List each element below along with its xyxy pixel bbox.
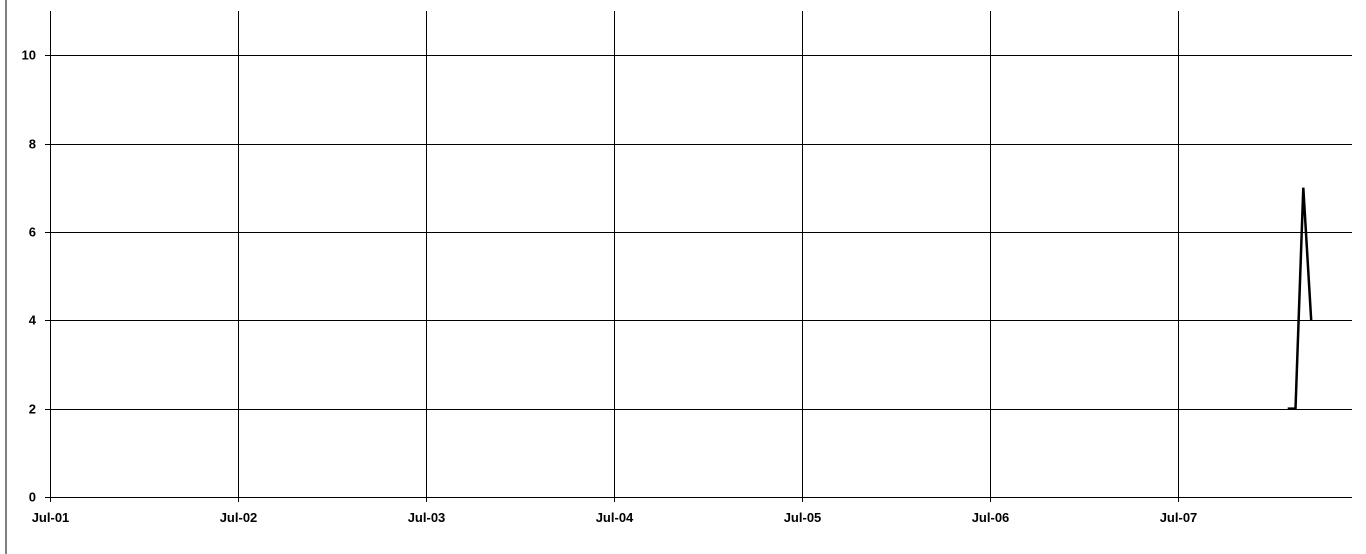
y-tick-label: 0 [29, 490, 36, 505]
x-tick-label: Jul-04 [596, 510, 634, 525]
x-tick-label: Jul-05 [784, 510, 822, 525]
x-tick-label: Jul-01 [32, 510, 70, 525]
x-tick-label: Jul-06 [972, 510, 1010, 525]
axes [5, 0, 1352, 554]
x-tick-label: Jul-03 [408, 510, 446, 525]
y-tick-label: 4 [29, 313, 37, 328]
series-layer [1287, 187, 1313, 410]
y-tick-label: 6 [29, 225, 36, 240]
x-tick-label: Jul-07 [1160, 510, 1198, 525]
series-line [1287, 187, 1313, 410]
y-tick-label: 10 [22, 48, 36, 63]
y-tick-label: 8 [29, 137, 36, 152]
tick-labels: 0 2 4 6 8 10 Jul-01 Jul-02 Jul-03 Jul-04 Jul-05 Jul… [22, 48, 1198, 526]
gridlines [50, 11, 1352, 497]
y-tick-label: 2 [29, 402, 36, 417]
x-tick-label: Jul-02 [220, 510, 258, 525]
